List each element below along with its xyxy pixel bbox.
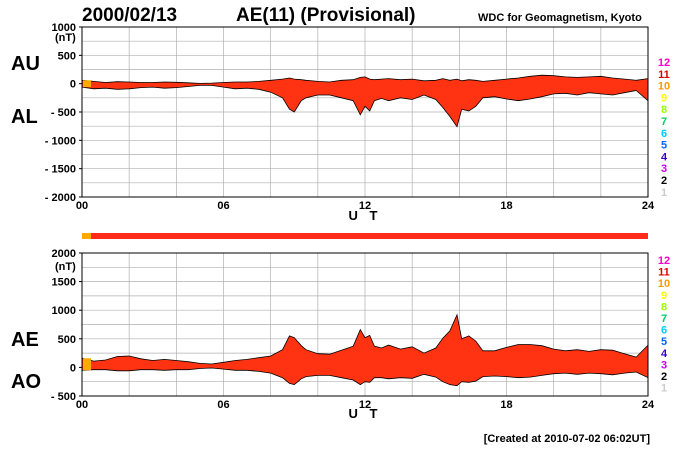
y-tick-label: 2000: [52, 248, 76, 260]
date-title: 2000/02/13: [82, 5, 177, 26]
y-tick-label: - 500: [51, 107, 76, 119]
ae-line: [81, 313, 649, 365]
au-line: [81, 74, 649, 84]
ae-ao-unit-label: (nT): [55, 261, 76, 273]
station-count-label: 10: [658, 278, 670, 290]
y-tick-label: - 500: [51, 391, 76, 403]
station-count-label: 8: [661, 301, 667, 313]
station-count-label: 8: [661, 104, 667, 116]
au-al-area: [82, 75, 648, 127]
x-tick-label: 00: [76, 200, 88, 212]
station-count-label: 7: [661, 116, 667, 128]
station-count-label: 6: [661, 325, 667, 337]
station-count-label: 2: [661, 175, 667, 187]
ae-ao-area: [82, 314, 648, 386]
station-count-label: 1: [661, 383, 667, 395]
x-tick-label: 06: [217, 399, 229, 411]
ao-label: AO: [11, 371, 41, 393]
station-count-label: 7: [661, 313, 667, 325]
chart-title: AE(11) (Provisional): [236, 5, 416, 26]
data-coverage-start-segment: [82, 233, 91, 239]
y-tick-label: - 1500: [45, 164, 76, 176]
au-al-x-ticks: 00 06 12 18 24: [76, 200, 655, 212]
data-coverage-bar: [82, 233, 648, 239]
station-count-label: 11: [658, 267, 670, 279]
x-tick-label: 12: [359, 200, 371, 212]
station-count-label: 5: [661, 336, 667, 348]
station-count-label: 6: [661, 128, 667, 140]
au-al-unit-label: (nT): [55, 32, 76, 44]
au-al-start-marker: [83, 80, 91, 88]
au-al-gridlines: [82, 27, 648, 197]
station-count-label: 9: [661, 290, 667, 302]
al-label: AL: [11, 106, 38, 128]
ae-ao-x-ticks: 00 06 12 18 24: [76, 399, 655, 411]
y-tick-label: 500: [58, 50, 76, 62]
ae-ao-y-ticks: 2000 1500 1000 500 0 - 500: [51, 248, 82, 403]
station-count-label: 12: [658, 57, 670, 69]
x-tick-label: 24: [642, 200, 655, 212]
y-tick-label: 500: [58, 334, 76, 346]
ae-ao-frame: [81, 252, 649, 397]
x-tick-label: 18: [500, 200, 512, 212]
au-al-y-ticks: 1000 500 0 - 500 - 1000 - 1500 - 2000: [45, 22, 82, 204]
ae-ao-x-axis-title: U T: [349, 406, 382, 421]
ae-label: AE: [11, 329, 39, 351]
y-tick-label: 1000: [52, 22, 76, 34]
x-tick-label: 12: [359, 399, 371, 411]
x-tick-label: 24: [642, 399, 655, 411]
x-tick-label: 06: [217, 200, 229, 212]
au-al-x-axis-title: U T: [349, 208, 382, 223]
au-label: AU: [11, 53, 40, 75]
x-tick-label: 00: [76, 399, 88, 411]
y-tick-label: 1000: [52, 305, 76, 317]
station-count-label: 3: [661, 163, 667, 175]
station-count-label: 12: [658, 255, 670, 267]
station-count-label: 10: [658, 81, 670, 93]
station-count-label: 5: [661, 140, 667, 152]
ao-line: [81, 367, 649, 387]
ae-ao-start-marker: [83, 358, 91, 371]
y-tick-label: - 2000: [45, 192, 76, 204]
station-count-label: 9: [661, 92, 667, 104]
station-count-label: 11: [658, 69, 670, 81]
station-count-label: 4: [661, 348, 668, 360]
y-tick-label: - 1000: [45, 135, 76, 147]
institute-label: WDC for Geomagnetism, Kyoto: [478, 12, 642, 24]
y-tick-label: 0: [70, 362, 76, 374]
created-timestamp: [Created at 2010-07-02 06:02UT]: [484, 433, 651, 445]
al-line: [81, 85, 649, 128]
y-tick-label: 0: [70, 79, 76, 91]
y-tick-label: 1500: [52, 277, 76, 289]
station-count-label: 2: [661, 371, 667, 383]
x-tick-label: 18: [500, 399, 512, 411]
station-count-label: 4: [661, 151, 668, 163]
station-count-label: 3: [661, 359, 667, 371]
station-count-label: 1: [661, 187, 667, 199]
